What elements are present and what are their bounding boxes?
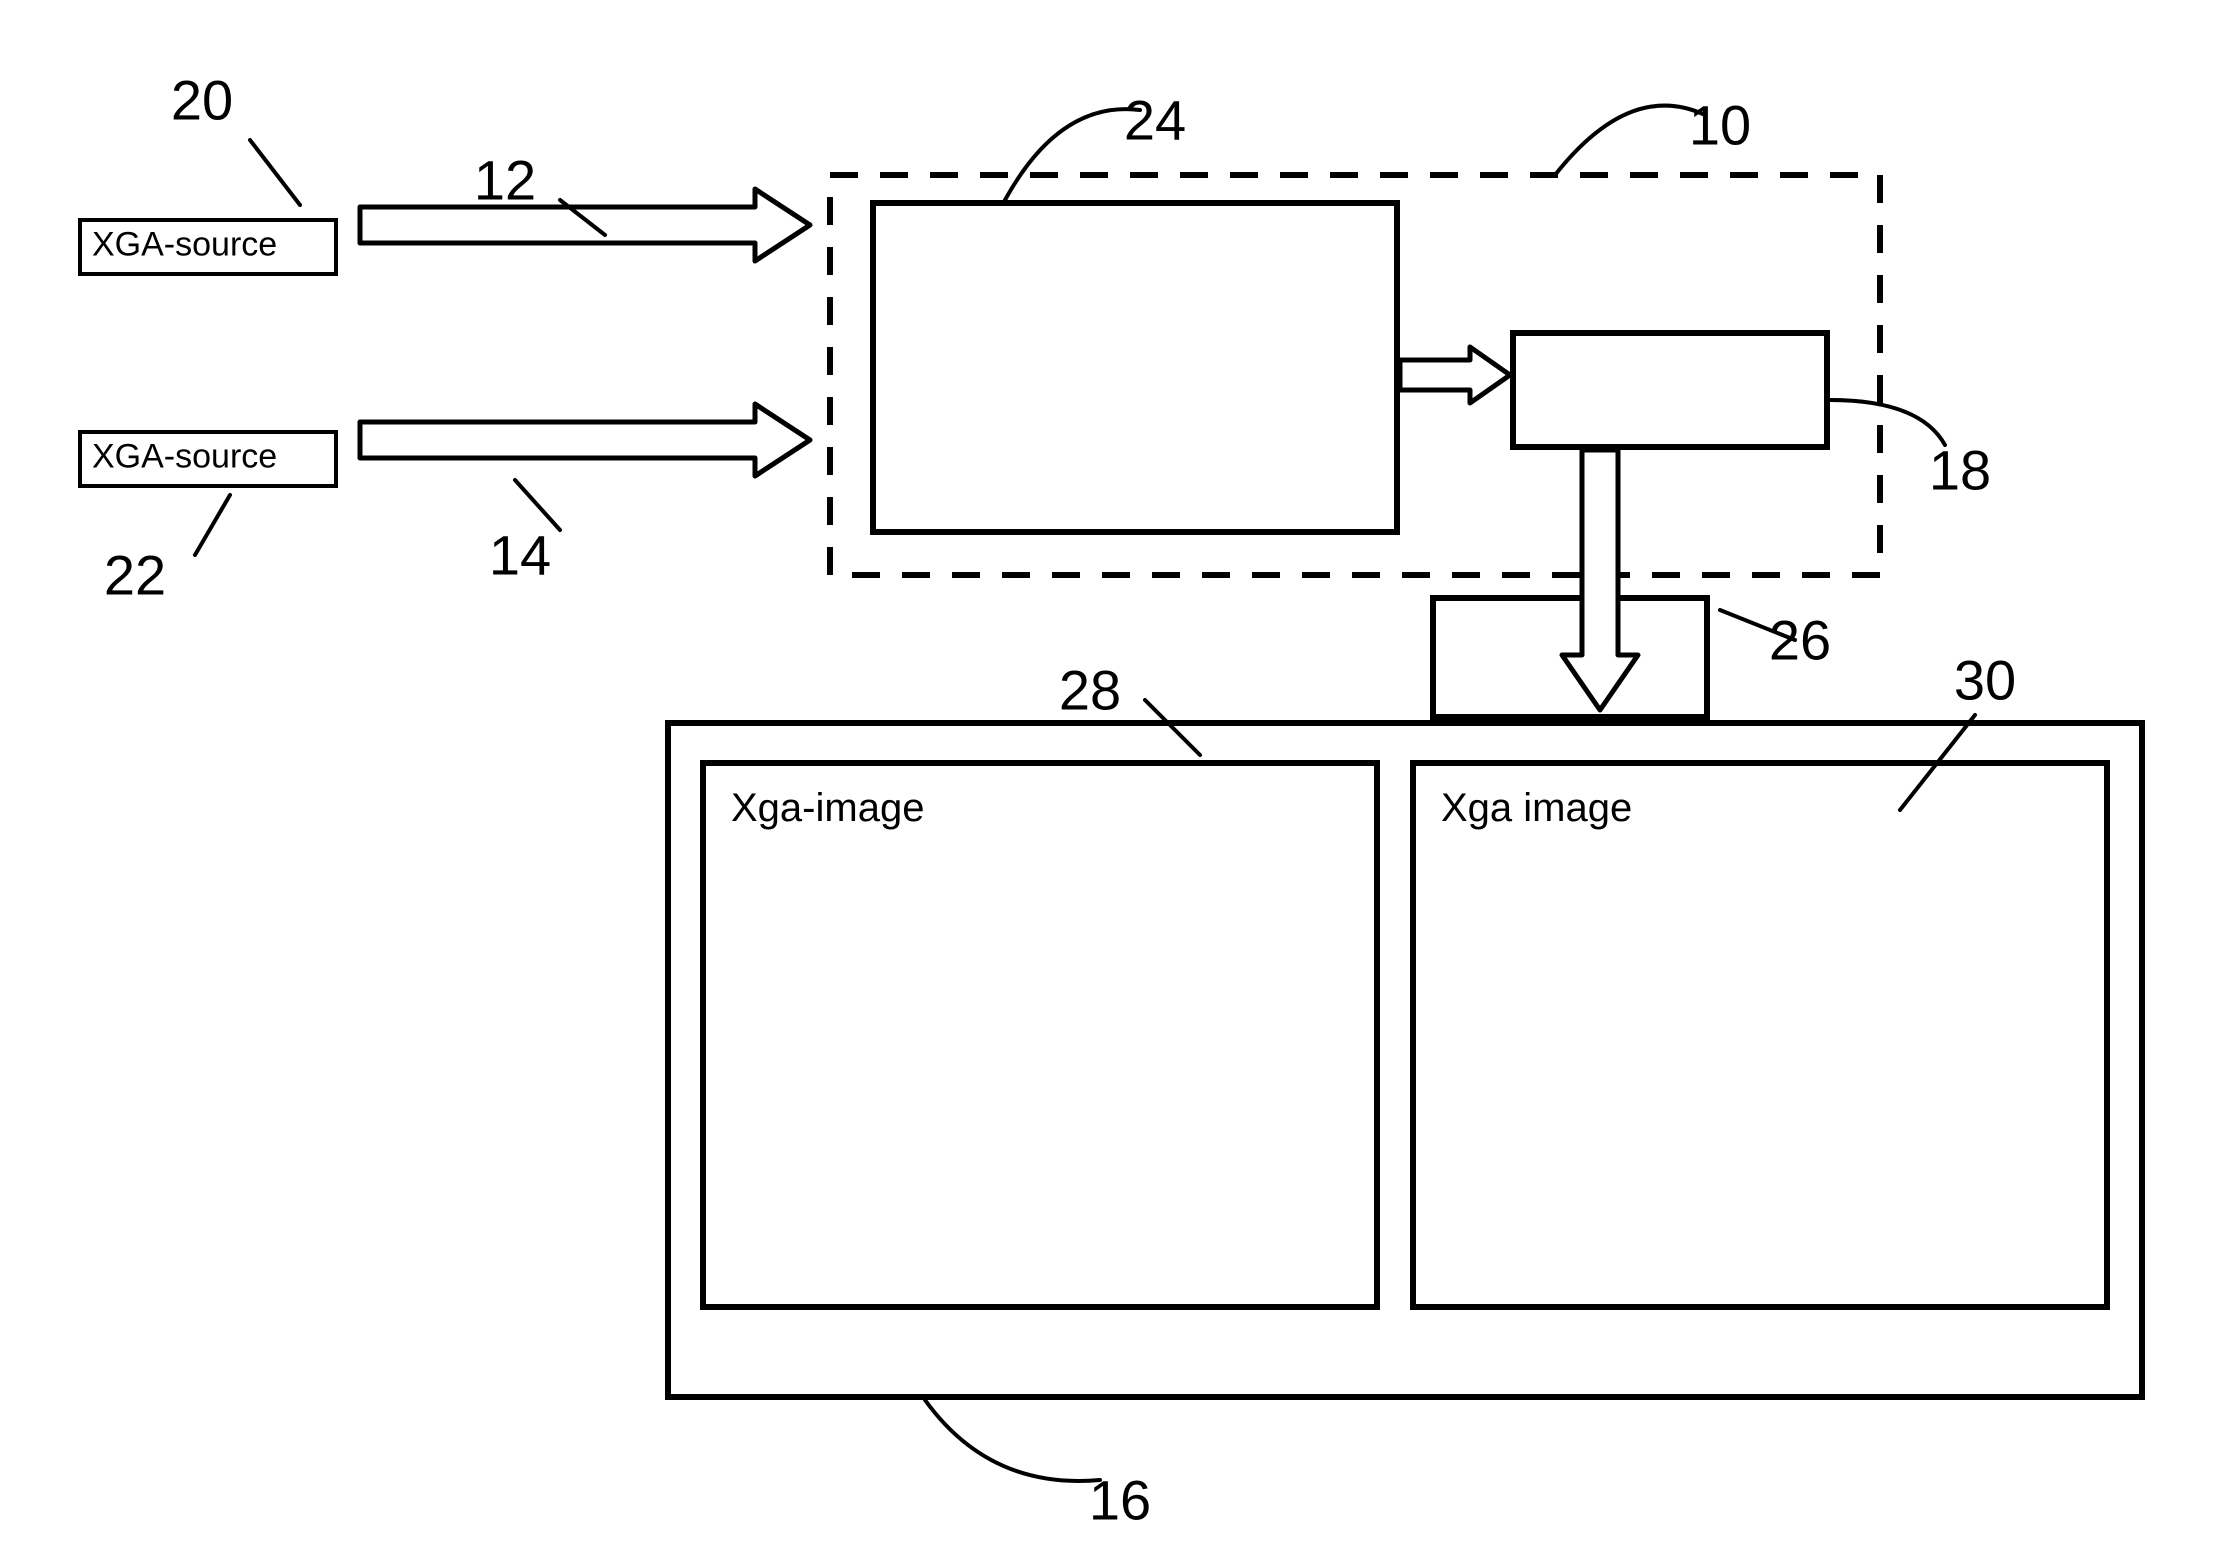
display-left-label: Xga-image [731,786,924,831]
diagram-stage: XGA-source XGA-source Xga-image Xga imag… [0,0,2234,1546]
block-26 [1430,595,1710,720]
block-18 [1510,330,1830,450]
ref-30: 30 [1954,648,2016,713]
display-right-panel: Xga image [1410,760,2110,1310]
ref-18: 18 [1929,438,1991,503]
ref-16: 16 [1089,1468,1151,1533]
ref-26: 26 [1769,608,1831,673]
ref-10: 10 [1689,93,1751,158]
xga-source-2-box: XGA-source [78,430,338,488]
ref-14: 14 [489,523,551,588]
display-right-label: Xga image [1441,786,1632,831]
block-24 [870,200,1400,535]
display-left-panel: Xga-image [700,760,1380,1310]
ref-28: 28 [1059,658,1121,723]
ref-24: 24 [1124,88,1186,153]
xga-source-1-box: XGA-source [78,218,338,276]
xga-source-1-label: XGA-source [92,226,277,265]
ref-22: 22 [104,543,166,608]
ref-20: 20 [171,68,233,133]
ref-12: 12 [474,148,536,213]
xga-source-2-label: XGA-source [92,438,277,477]
